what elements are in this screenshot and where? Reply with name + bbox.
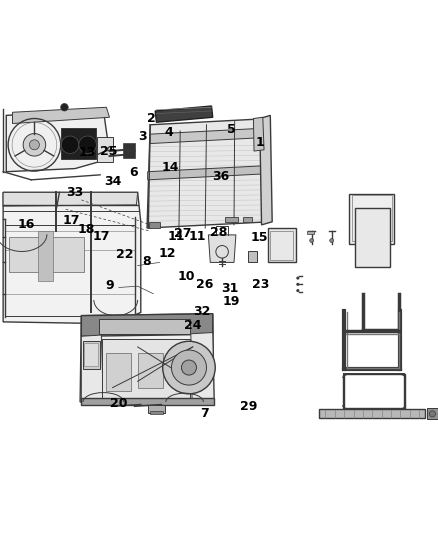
Bar — [319, 409, 425, 418]
Circle shape — [181, 360, 197, 375]
Bar — [83, 341, 100, 369]
Circle shape — [29, 140, 39, 150]
Bar — [150, 411, 162, 415]
Bar — [349, 193, 394, 244]
Bar — [138, 353, 162, 387]
Text: 7: 7 — [200, 407, 209, 421]
Circle shape — [296, 283, 300, 286]
Polygon shape — [208, 235, 236, 262]
Bar — [225, 217, 238, 222]
Circle shape — [79, 136, 96, 154]
Polygon shape — [191, 333, 214, 400]
Polygon shape — [150, 128, 269, 143]
Text: 3: 3 — [138, 130, 147, 142]
Bar — [352, 196, 392, 240]
Text: 17: 17 — [92, 230, 110, 243]
Bar — [9, 237, 47, 272]
Bar — [85, 343, 98, 366]
Bar — [50, 237, 85, 272]
Circle shape — [296, 277, 300, 280]
Circle shape — [310, 239, 314, 243]
Polygon shape — [80, 314, 214, 402]
Bar — [148, 405, 165, 413]
Polygon shape — [6, 109, 110, 172]
Bar — [38, 231, 53, 281]
Polygon shape — [3, 192, 138, 206]
Text: 10: 10 — [178, 270, 195, 284]
Bar — [427, 408, 438, 419]
Text: 11: 11 — [188, 230, 206, 243]
Circle shape — [171, 350, 206, 385]
Polygon shape — [147, 118, 270, 228]
Text: 36: 36 — [212, 169, 230, 183]
Text: 14: 14 — [162, 161, 179, 174]
Circle shape — [330, 239, 333, 243]
Text: 31: 31 — [222, 282, 239, 295]
Text: 13: 13 — [78, 147, 95, 159]
Polygon shape — [81, 314, 213, 336]
Text: 1: 1 — [256, 136, 265, 149]
Polygon shape — [3, 192, 141, 324]
Text: 19: 19 — [223, 295, 240, 309]
Circle shape — [61, 103, 68, 111]
Bar — [268, 228, 296, 262]
Text: 27: 27 — [174, 227, 191, 239]
Text: 18: 18 — [78, 223, 95, 237]
Bar — [99, 319, 190, 334]
Polygon shape — [260, 115, 272, 225]
Text: 32: 32 — [193, 305, 210, 318]
Text: 22: 22 — [117, 248, 134, 261]
Text: 15: 15 — [250, 231, 268, 244]
Circle shape — [162, 341, 215, 394]
Bar — [102, 340, 190, 399]
Bar — [248, 251, 257, 262]
Text: 29: 29 — [240, 400, 257, 413]
Text: 34: 34 — [105, 175, 122, 188]
Text: 28: 28 — [210, 226, 227, 239]
Circle shape — [296, 289, 300, 292]
Text: 33: 33 — [66, 186, 83, 199]
Polygon shape — [254, 117, 264, 151]
Bar — [243, 217, 252, 222]
Bar — [149, 222, 160, 228]
Bar — [270, 230, 293, 260]
Bar — [81, 398, 214, 405]
Text: 16: 16 — [18, 219, 35, 231]
Text: 23: 23 — [252, 278, 270, 291]
Text: 24: 24 — [184, 319, 201, 332]
Polygon shape — [81, 335, 103, 402]
Bar — [61, 128, 96, 159]
Text: 4: 4 — [165, 126, 173, 140]
Bar — [168, 356, 185, 384]
Text: 5: 5 — [227, 123, 236, 136]
Text: 9: 9 — [106, 279, 114, 292]
Text: 8: 8 — [143, 255, 152, 268]
Bar — [123, 143, 135, 150]
Bar — [97, 138, 113, 163]
Circle shape — [61, 136, 79, 154]
Bar — [355, 208, 390, 268]
Polygon shape — [13, 107, 110, 124]
Text: 6: 6 — [130, 166, 138, 179]
Bar — [123, 150, 135, 158]
Circle shape — [429, 411, 435, 417]
Text: 25: 25 — [100, 144, 118, 158]
Polygon shape — [155, 106, 213, 122]
Bar — [307, 230, 314, 235]
Text: 2: 2 — [147, 112, 156, 125]
Polygon shape — [148, 165, 270, 180]
Circle shape — [23, 134, 46, 156]
Text: 20: 20 — [110, 397, 127, 410]
Bar — [106, 353, 131, 391]
Text: 12: 12 — [159, 247, 177, 260]
Text: 11: 11 — [168, 230, 185, 243]
Text: 17: 17 — [63, 214, 80, 227]
Text: 26: 26 — [196, 278, 213, 291]
